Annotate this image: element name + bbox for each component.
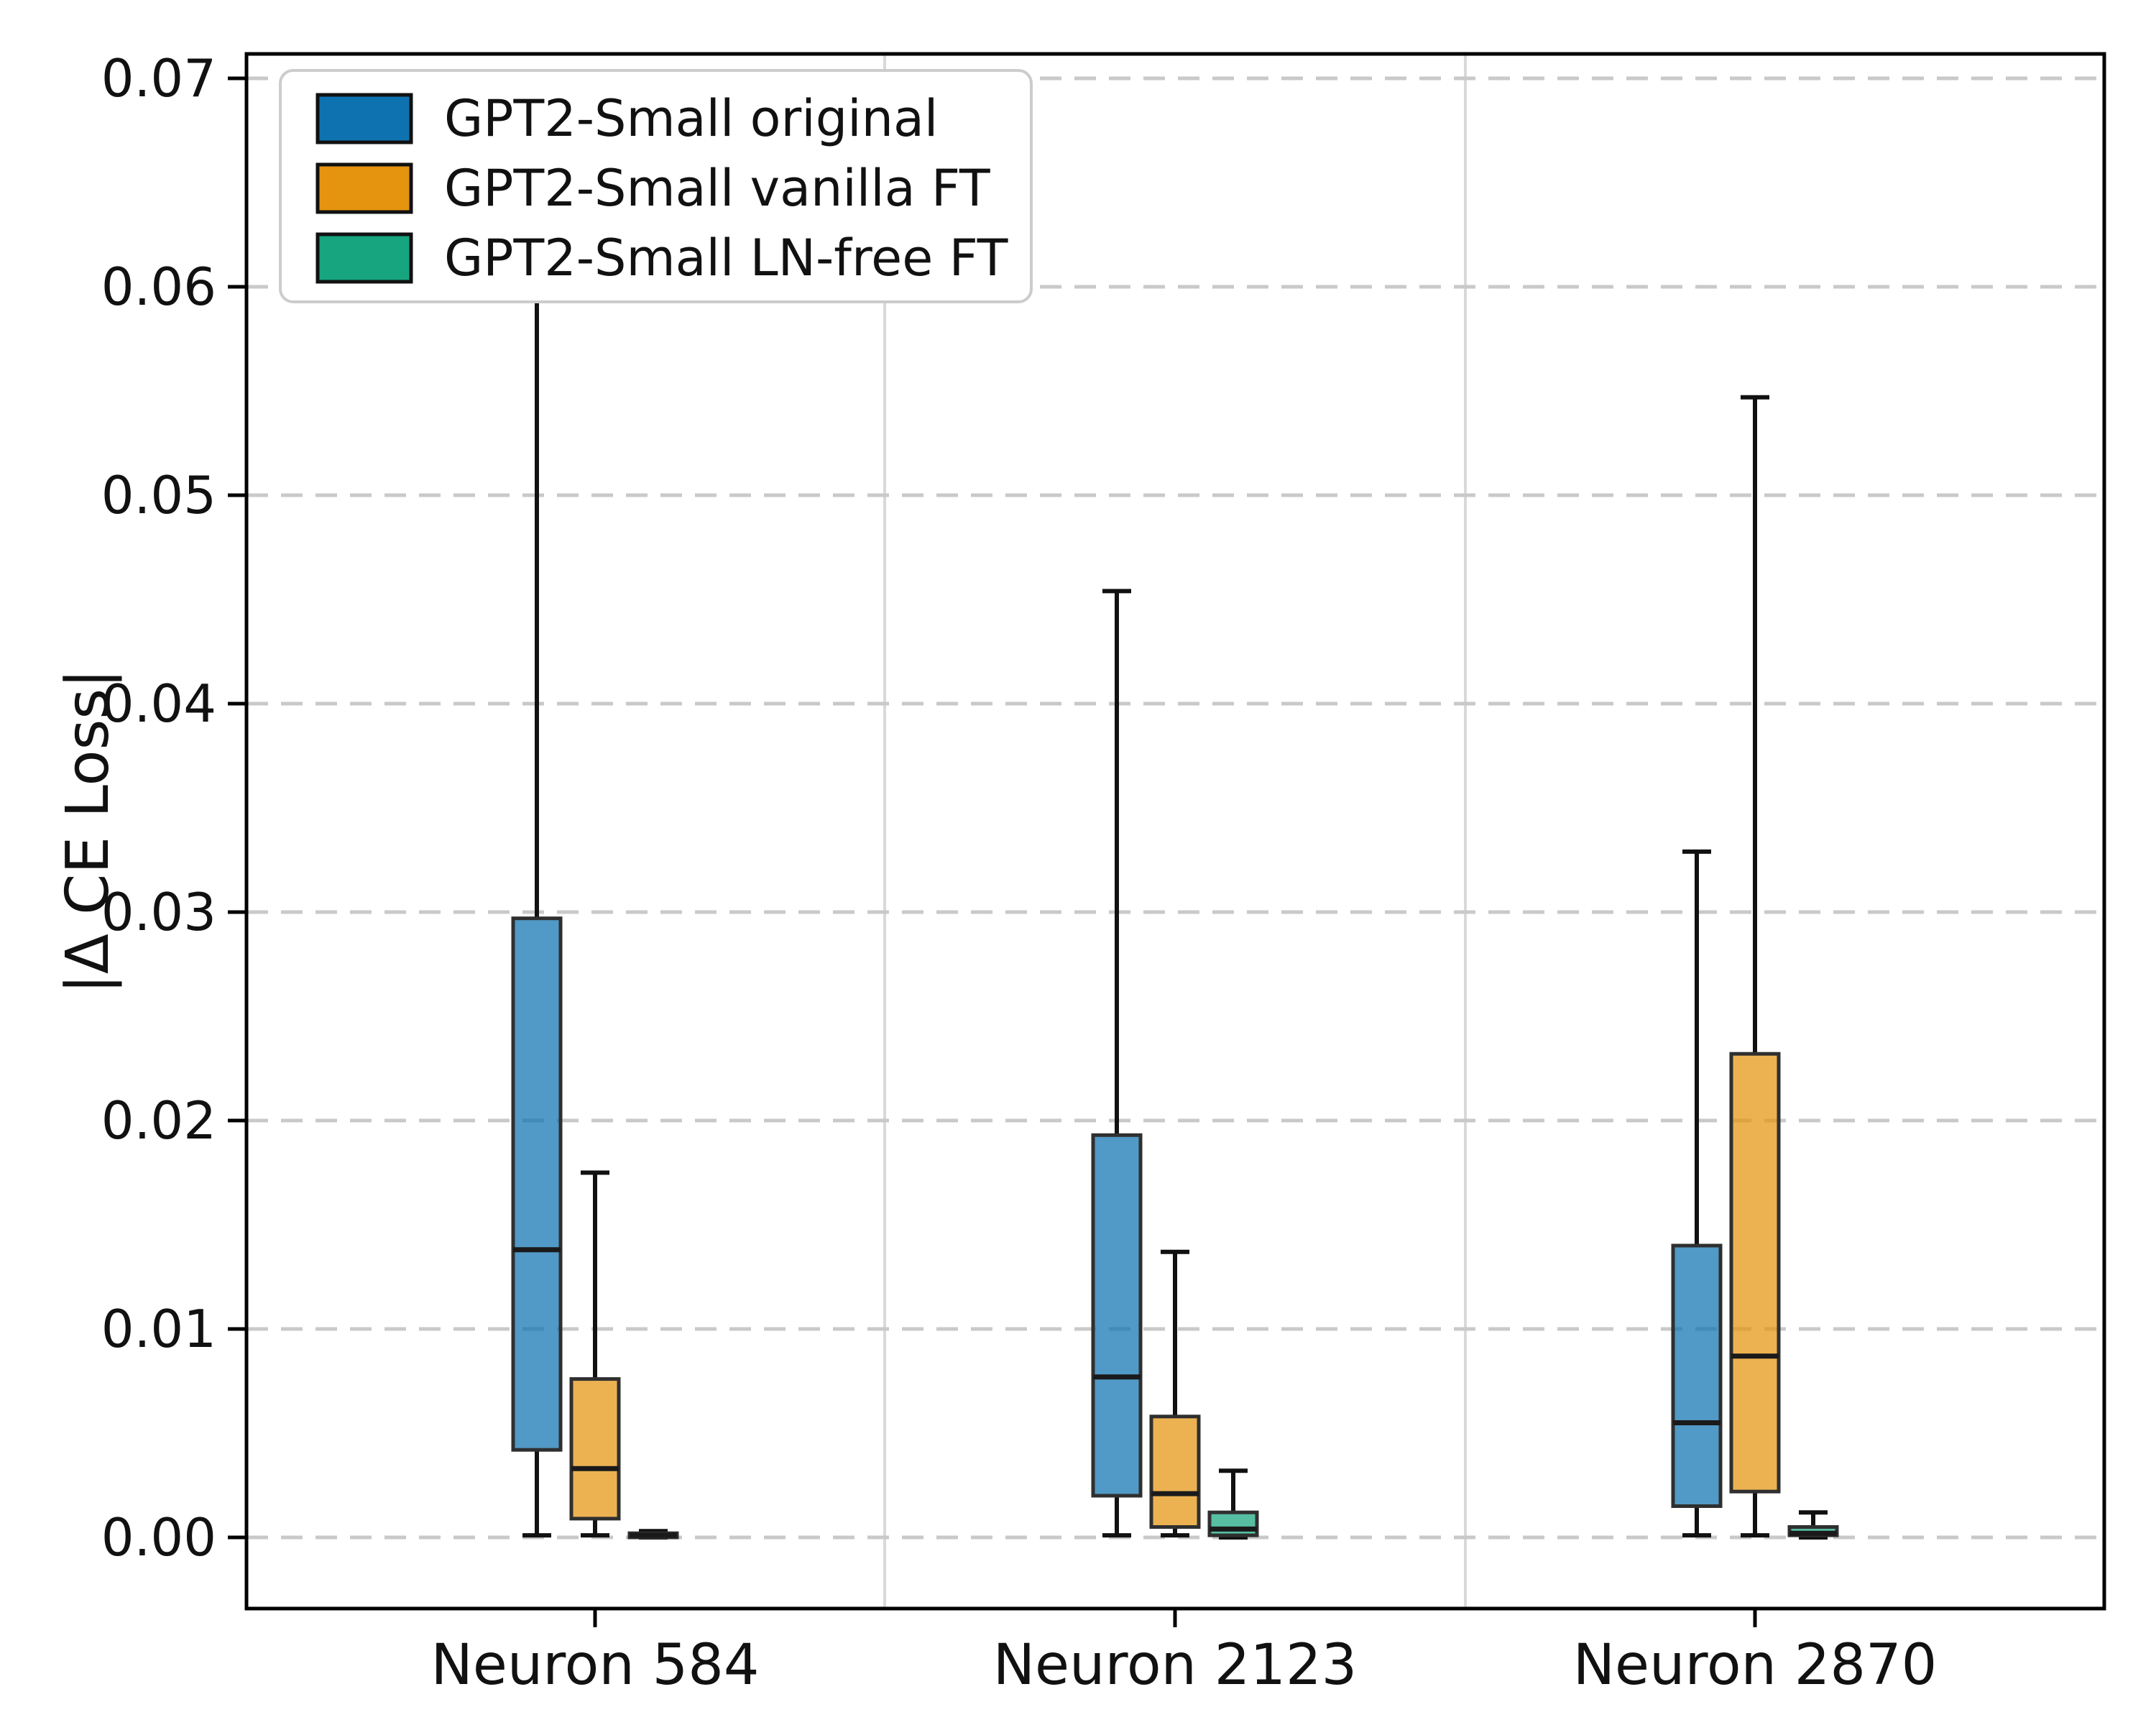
legend-swatch-gpt2-small-ln-free-ft xyxy=(315,232,413,284)
iqr-box xyxy=(1729,1052,1781,1494)
y-tick-label-0.01: 0.01 xyxy=(101,1299,216,1359)
box-gpt2-small-vanilla-ft-neuron-2123 xyxy=(1149,1249,1201,1538)
y-tick-label-0.05: 0.05 xyxy=(101,465,216,525)
iqr-box xyxy=(1207,1510,1259,1537)
legend-label-gpt2-small-ln-free-ft: GPT2-Small LN-free FT xyxy=(444,229,1008,288)
box-gpt2-small-vanilla-ft-neuron-2870 xyxy=(1729,395,1781,1538)
legend-swatch-gpt2-small-vanilla-ft xyxy=(315,162,413,214)
box-gpt2-small-ln-free-ft-neuron-2123 xyxy=(1207,1468,1259,1540)
iqr-box xyxy=(1149,1414,1201,1530)
legend-label-gpt2-small-original: GPT2-Small original xyxy=(444,89,938,148)
box-gpt2-small-original-neuron-2870 xyxy=(1671,849,1723,1538)
y-tick-label-0.07: 0.07 xyxy=(101,48,216,109)
y-tick-label-0.00: 0.00 xyxy=(101,1507,216,1568)
iqr-box xyxy=(511,916,563,1452)
y-axis-label: |Δ CE Loss| xyxy=(54,668,122,993)
x-tick-label-2: Neuron 2870 xyxy=(1573,1633,1938,1698)
box-gpt2-small-original-neuron-2123 xyxy=(1091,589,1143,1538)
x-tick-label-0: Neuron 584 xyxy=(431,1633,760,1698)
box-gpt2-small-vanilla-ft-neuron-584 xyxy=(569,1170,621,1538)
iqr-box xyxy=(569,1377,621,1521)
y-tick-label-0.04: 0.04 xyxy=(101,673,216,734)
x-tick-label-1: Neuron 2123 xyxy=(993,1633,1358,1698)
box-gpt2-small-original-neuron-584 xyxy=(511,285,563,1538)
legend-box xyxy=(279,69,1033,303)
legend-label-gpt2-small-vanilla-ft: GPT2-Small vanilla FT xyxy=(444,159,990,218)
box-gpt2-small-ln-free-ft-neuron-2870 xyxy=(1787,1510,1839,1540)
legend-swatch-gpt2-small-original xyxy=(315,93,413,144)
y-tick-label-0.03: 0.03 xyxy=(101,882,216,942)
iqr-box xyxy=(1091,1133,1143,1498)
y-tick-label-0.06: 0.06 xyxy=(101,257,216,317)
y-tick-label-0.02: 0.02 xyxy=(101,1090,216,1151)
iqr-box xyxy=(1671,1243,1723,1508)
box-gpt2-small-ln-free-ft-neuron-584 xyxy=(627,1529,679,1540)
